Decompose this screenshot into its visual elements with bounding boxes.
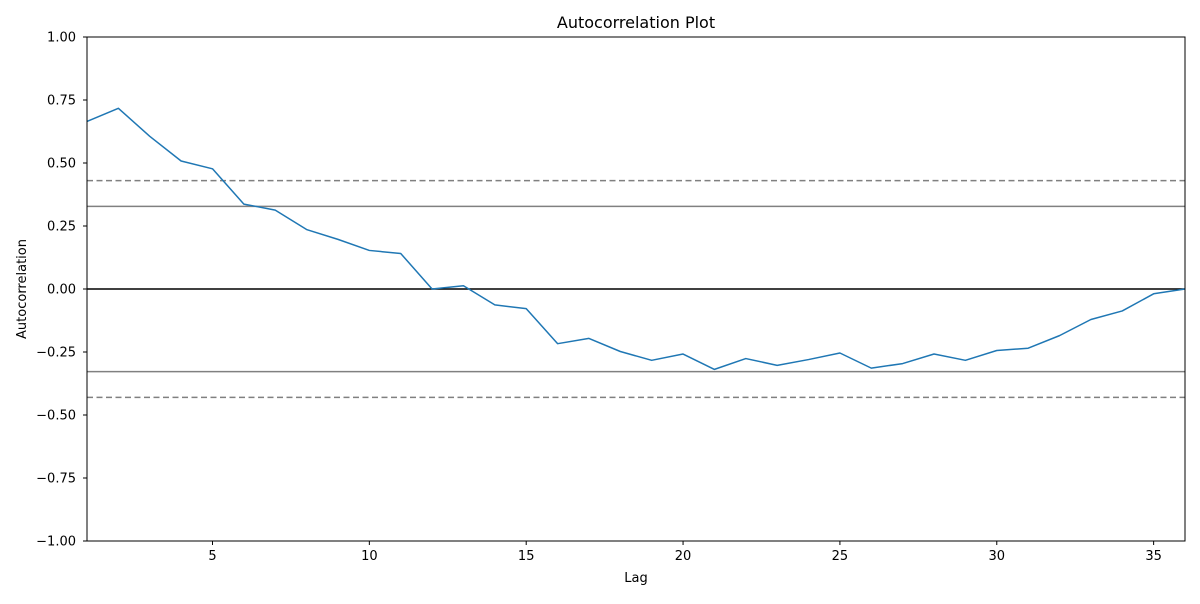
y-tick-label: −1.00 <box>36 535 76 550</box>
x-tick-label: 30 <box>988 549 1005 564</box>
y-tick-label: −0.25 <box>36 346 76 361</box>
x-tick-label: 20 <box>675 549 692 564</box>
reference-lines <box>87 181 1185 398</box>
y-tick-label: 1.00 <box>47 31 76 46</box>
y-tick-label: −0.50 <box>36 409 76 424</box>
y-axis: 1.00 0.75 0.50 0.25 0.00 −0.25 −0.50 −0.75 −1.00 <box>36 31 87 550</box>
y-tick-label: 0.00 <box>47 283 76 298</box>
x-axis-label: Lag <box>624 571 647 586</box>
chart-title: Autocorrelation Plot <box>557 13 715 32</box>
x-tick-label: 35 <box>1145 549 1162 564</box>
x-tick-label: 5 <box>208 549 216 564</box>
autocorrelation-series-line <box>87 108 1185 369</box>
x-tick-label: 15 <box>518 549 535 564</box>
y-tick-label: 0.50 <box>47 157 76 172</box>
y-tick-label: −0.75 <box>36 472 76 487</box>
y-tick-label: 0.75 <box>47 94 76 109</box>
y-axis-label: Autocorrelation <box>15 239 30 339</box>
y-tick-label: 0.25 <box>47 220 76 235</box>
x-axis: 5 10 15 20 25 30 35 <box>208 541 1162 564</box>
series-group <box>87 108 1185 369</box>
x-tick-label: 25 <box>832 549 849 564</box>
x-tick-label: 10 <box>361 549 378 564</box>
